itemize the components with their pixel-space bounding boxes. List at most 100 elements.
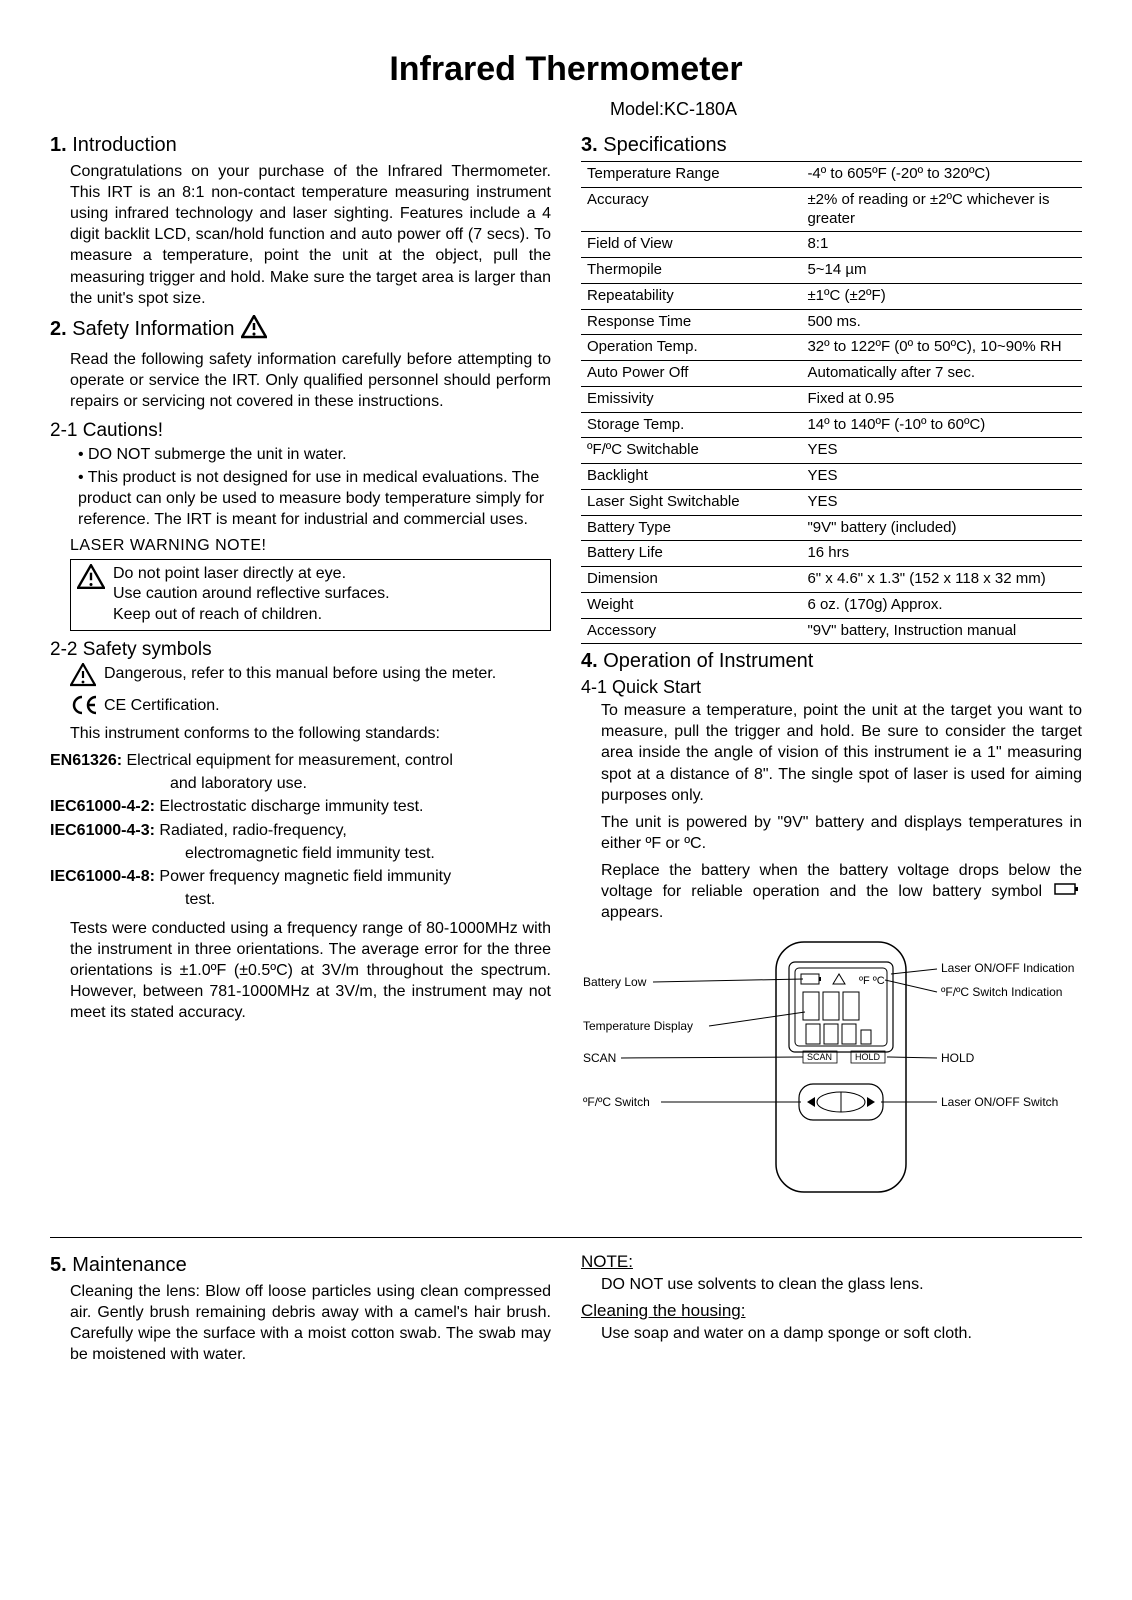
- section-2-title: Safety Information: [72, 318, 234, 340]
- spec-row: EmissivityFixed at 0.95: [581, 386, 1082, 412]
- section-1-num: 1.: [50, 134, 67, 156]
- spec-key: Repeatability: [581, 283, 801, 309]
- std-iec61000-4-2: IEC61000-4-2: Electrostatic discharge im…: [50, 796, 551, 817]
- section-4-num: 4.: [581, 650, 598, 672]
- section-3-heading: 3. Specifications: [581, 134, 1082, 157]
- instrument-diagram: ºF ºC SCAN HOLD: [581, 934, 1082, 1209]
- section-3-title: Specifications: [603, 134, 726, 156]
- spec-key: Accuracy: [581, 187, 801, 232]
- warning-triangle-icon: [241, 315, 267, 345]
- note-body: DO NOT use solvents to clean the glass l…: [601, 1274, 1082, 1295]
- callout-fc-switch: ºF/ºC Switch: [583, 1095, 650, 1109]
- spec-value: 5~14 µm: [801, 258, 1082, 284]
- page: Infrared Thermometer Model:KC-180A 1. In…: [0, 0, 1132, 1411]
- std-code: EN61326:: [50, 752, 122, 769]
- section-2-1-heading: 2-1 Cautions!: [50, 420, 551, 442]
- spec-row: BacklightYES: [581, 464, 1082, 490]
- spec-key: Dimension: [581, 567, 801, 593]
- section-2-body: Read the following safety information ca…: [70, 349, 551, 412]
- spec-row: Accessory"9V" battery, Instruction manua…: [581, 618, 1082, 644]
- quickstart-p1: To measure a temperature, point the unit…: [601, 700, 1082, 806]
- std-code: IEC61000-4-2:: [50, 798, 155, 815]
- section-1-heading: 1. Introduction: [50, 134, 551, 157]
- symbol-danger-text: Dangerous, refer to this manual before u…: [104, 663, 496, 684]
- section-2-2-heading: 2-2 Safety symbols: [50, 639, 551, 661]
- conforms-text: This instrument conforms to the followin…: [70, 723, 551, 744]
- std-text: Electrical equipment for measurement, co…: [127, 752, 453, 769]
- section-5-title: Maintenance: [72, 1254, 187, 1276]
- section-1-body: Congratulations on your purchase of the …: [70, 161, 551, 309]
- spec-row: Response Time500 ms.: [581, 309, 1082, 335]
- spec-key: ºF/ºC Switchable: [581, 438, 801, 464]
- callout-laser-indication: Laser ON/OFF Indication: [941, 961, 1074, 975]
- spec-key: Temperature Range: [581, 162, 801, 188]
- spec-row: Laser Sight SwitchableYES: [581, 489, 1082, 515]
- callout-hold: HOLD: [941, 1051, 975, 1065]
- spec-key: Battery Life: [581, 541, 801, 567]
- spec-value: -4º to 605ºF (-20º to 320ºC): [801, 162, 1082, 188]
- cautions-list: DO NOT submerge the unit in water. This …: [78, 444, 551, 530]
- spec-row: Operation Temp.32º to 122ºF (0º to 50ºC)…: [581, 335, 1082, 361]
- spec-key: Backlight: [581, 464, 801, 490]
- callout-battery-low: Battery Low: [583, 975, 647, 989]
- symbol-danger-row: Dangerous, refer to this manual before u…: [70, 663, 551, 693]
- spec-value: Automatically after 7 sec.: [801, 361, 1082, 387]
- spec-row: Dimension6" x 4.6" x 1.3" (152 x 118 x 3…: [581, 567, 1082, 593]
- section-4-title: Operation of Instrument: [603, 650, 813, 672]
- bottom-columns: 5. Maintenance Cleaning the lens: Blow o…: [50, 1248, 1082, 1371]
- main-title: Infrared Thermometer: [50, 50, 1082, 89]
- bottom-left-column: 5. Maintenance Cleaning the lens: Blow o…: [50, 1248, 551, 1371]
- bottom-right-column: NOTE: DO NOT use solvents to clean the g…: [581, 1248, 1082, 1371]
- spec-value: ±1ºC (±2ºF): [801, 283, 1082, 309]
- callout-laser-switch: Laser ON/OFF Switch: [941, 1095, 1058, 1109]
- spec-key: Auto Power Off: [581, 361, 801, 387]
- laser-warning-box: Do not point laser directly at eye. Use …: [70, 559, 551, 631]
- caution-item-2: This product is not designed for use in …: [78, 467, 551, 530]
- spec-row: Accuracy±2% of reading or ±2ºC whichever…: [581, 187, 1082, 232]
- spec-key: Response Time: [581, 309, 801, 335]
- left-column: 1. Introduction Congratulations on your …: [50, 128, 551, 1209]
- spec-value: "9V" battery, Instruction manual: [801, 618, 1082, 644]
- spec-key: Battery Type: [581, 515, 801, 541]
- spec-row: Thermopile5~14 µm: [581, 258, 1082, 284]
- tests-text: Tests were conducted using a frequency r…: [70, 918, 551, 1024]
- cleaning-housing-body: Use soap and water on a damp sponge or s…: [601, 1323, 1082, 1344]
- laser-line-2: Use caution around reflective surfaces.: [113, 584, 390, 605]
- std-en61326-cont: and laboratory use.: [170, 773, 551, 794]
- symbol-ce-text: CE Certification.: [104, 695, 220, 716]
- std-text: Power frequency magnetic field immunity: [159, 868, 451, 885]
- spec-value: Fixed at 0.95: [801, 386, 1082, 412]
- warning-triangle-icon: [77, 564, 105, 597]
- spec-row: Temperature Range-4º to 605ºF (-20º to 3…: [581, 162, 1082, 188]
- laser-warning-text: Do not point laser directly at eye. Use …: [113, 564, 390, 626]
- low-battery-icon: [1054, 881, 1080, 902]
- std-iec61000-4-8-cont: test.: [185, 889, 551, 910]
- std-iec61000-4-3: IEC61000-4-3: Radiated, radio-frequency,: [50, 820, 551, 841]
- spec-row: Weight6 oz. (170g) Approx.: [581, 592, 1082, 618]
- std-iec61000-4-3-cont: electromagnetic field immunity test.: [185, 843, 551, 864]
- spec-value: 500 ms.: [801, 309, 1082, 335]
- laser-warning-heading: LASER WARNING NOTE!: [70, 537, 551, 555]
- spec-value: 6" x 4.6" x 1.3" (152 x 118 x 32 mm): [801, 567, 1082, 593]
- note-heading: NOTE:: [581, 1252, 1082, 1272]
- spec-row: ºF/ºC SwitchableYES: [581, 438, 1082, 464]
- spec-row: Field of View8:1: [581, 232, 1082, 258]
- spec-key: Operation Temp.: [581, 335, 801, 361]
- specifications-table: Temperature Range-4º to 605ºF (-20º to 3…: [581, 161, 1082, 644]
- section-1-title: Introduction: [72, 134, 177, 156]
- symbol-ce-row: CE Certification.: [70, 695, 551, 721]
- std-text: Electrostatic discharge immunity test.: [159, 798, 423, 815]
- spec-row: Repeatability±1ºC (±2ºF): [581, 283, 1082, 309]
- right-column: 3. Specifications Temperature Range-4º t…: [581, 128, 1082, 1209]
- spec-row: Storage Temp.14º to 140ºF (-10º to 60ºC): [581, 412, 1082, 438]
- divider-line: [50, 1237, 1082, 1238]
- section-4-heading: 4. Operation of Instrument: [581, 650, 1082, 673]
- warning-triangle-icon: [70, 663, 98, 693]
- spec-value: "9V" battery (included): [801, 515, 1082, 541]
- spec-row: Battery Life16 hrs: [581, 541, 1082, 567]
- quickstart-p3: Replace the battery when the battery vol…: [601, 860, 1082, 924]
- maintenance-body: Cleaning the lens: Blow off loose partic…: [70, 1281, 551, 1365]
- callout-scan: SCAN: [583, 1051, 616, 1065]
- spec-key: Thermopile: [581, 258, 801, 284]
- model-line: Model:KC-180A: [50, 99, 1082, 120]
